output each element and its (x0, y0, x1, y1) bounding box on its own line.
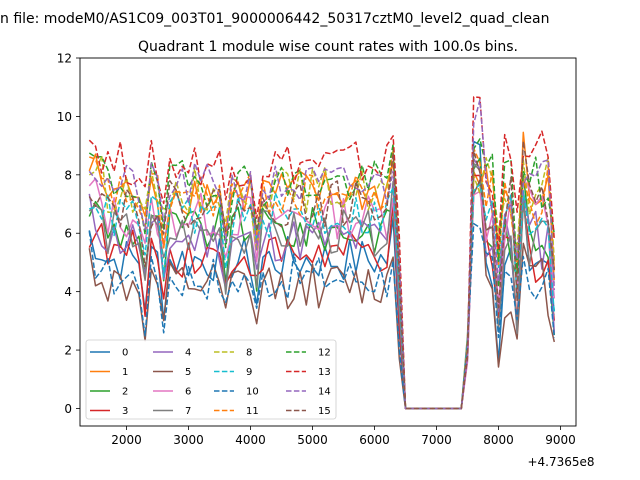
legend-label-4: 4 (185, 348, 191, 359)
legend-box (85, 339, 337, 420)
legend-label-9: 9 (246, 367, 252, 378)
legend-label-10: 10 (246, 387, 259, 398)
legend-label-15: 15 (318, 406, 331, 417)
x-tick-label: 8000 (483, 433, 514, 447)
series-line-3 (88, 174, 556, 410)
series-line-15 (88, 140, 556, 410)
series-line-9 (89, 183, 556, 410)
y-tick-label: 2 (64, 344, 72, 358)
y-tick-label: 10 (57, 110, 72, 124)
series-line-12 (88, 138, 556, 410)
x-tick-label: 2000 (111, 433, 142, 447)
x-tick-label: 5000 (297, 433, 328, 447)
x-axis: 2000 3000 4000 5000 6000 7000 8000 9000 (111, 426, 576, 447)
series-lines (88, 96, 556, 410)
y-tick-label: 6 (64, 227, 72, 241)
x-tick-label: 4000 (235, 433, 266, 447)
x-tick-label: 6000 (359, 433, 390, 447)
axes-title: Quadrant 1 module wise count rates with … (138, 39, 518, 55)
legend-label-2: 2 (122, 387, 128, 398)
legend-label-5: 5 (185, 367, 191, 378)
legend-label-0: 0 (122, 348, 128, 359)
x-tick-label: 3000 (173, 433, 204, 447)
legend-label-1: 1 (122, 367, 128, 378)
x-offset-label: +4.7365e8 (527, 455, 594, 469)
y-tick-label: 12 (57, 52, 72, 66)
series-line-14 (88, 99, 556, 410)
figure-suptitle: n file: modeM0/AS1C09_003T01_9000006442_… (0, 11, 549, 27)
legend-label-13: 13 (318, 367, 331, 378)
legend-label-12: 12 (318, 348, 331, 359)
legend-label-7: 7 (185, 406, 191, 417)
legend-label-14: 14 (318, 387, 331, 398)
legend-label-3: 3 (122, 406, 128, 417)
legend-label-6: 6 (185, 387, 191, 398)
series-line-13 (88, 96, 556, 410)
x-tick-label: 7000 (421, 433, 452, 447)
y-tick-label: 8 (64, 168, 72, 182)
plot-area (79, 57, 577, 427)
x-tick-label: 9000 (545, 433, 576, 447)
y-tick-label: 4 (64, 285, 72, 299)
legend-label-11: 11 (246, 406, 259, 417)
legend-label-8: 8 (246, 348, 252, 359)
axes-frame (79, 57, 577, 427)
series-line-8 (88, 148, 556, 410)
y-tick-label: 0 (64, 402, 72, 416)
series-line-10 (88, 222, 556, 410)
y-axis: 0 2 4 6 8 10 12 (57, 52, 80, 416)
